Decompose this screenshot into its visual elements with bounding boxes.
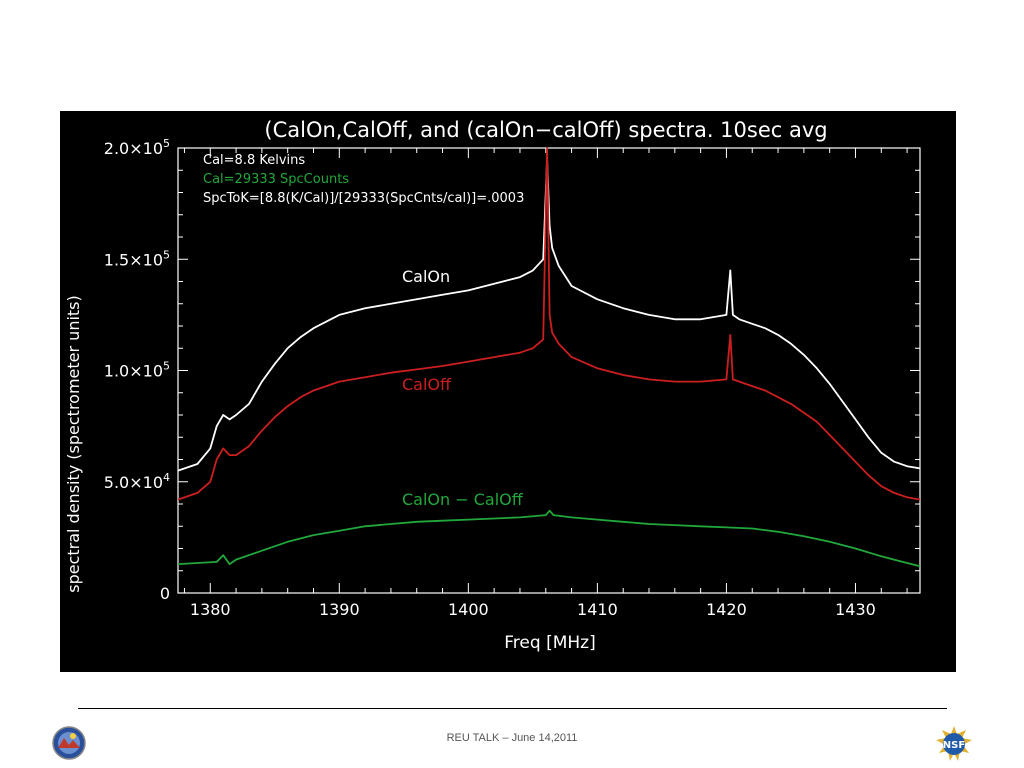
footer-divider <box>78 708 947 709</box>
y-axis-label-group: spectral density (spectrometer units) <box>64 295 83 593</box>
x-tick-label: 1400 <box>448 600 489 619</box>
x-tick-label: 1380 <box>190 600 231 619</box>
chart-panel: (CalOn,CalOff, and (calOn−calOff) spectr… <box>60 111 956 672</box>
y-axis-label: spectral density (spectrometer units) <box>64 295 83 593</box>
y-tick-label: 1.5×105 <box>104 248 170 269</box>
y-tick-label: 0 <box>160 584 170 603</box>
chart-title: (CalOn,CalOff, and (calOn−calOff) spectr… <box>264 118 827 142</box>
nsf-logo-text: NSF <box>943 740 965 751</box>
series-label-calon: CalOn <box>402 267 450 286</box>
series-layer <box>177 147 921 568</box>
footer-text: REU TALK – June 14,2011 <box>446 732 578 744</box>
x-tick-label: 1410 <box>577 600 618 619</box>
x-axis-label: Freq [MHz] <box>504 633 595 653</box>
series-line-diff <box>177 509 921 568</box>
y-tick-label: 2.0×105 <box>104 137 170 158</box>
annotation-spctok: SpcToK=[8.8(K/Cal)]/[29333(SpcCnts/cal)]… <box>203 191 524 206</box>
series-line-calon <box>177 158 921 472</box>
y-tick-label: 1.0×105 <box>104 360 170 381</box>
y-tick-label: 5.0×104 <box>104 471 170 492</box>
nsf-logo-icon: NSF <box>936 726 972 767</box>
annotation-cal-kelvins: Cal=8.8 Kelvins <box>203 153 305 168</box>
observatory-logo-icon <box>52 726 86 765</box>
series-label-diff: CalOn − CalOff <box>402 490 524 509</box>
ticks-layer: 1380 1390 1400 1410 1420 1430 0 5.0×104 1.0×105 1… <box>104 137 920 619</box>
x-tick-label: 1430 <box>835 600 876 619</box>
series-line-caloff <box>177 147 921 501</box>
series-label-caloff: CalOff <box>402 375 452 394</box>
x-tick-label: 1390 <box>319 600 360 619</box>
chart-svg: (CalOn,CalOff, and (calOn−calOff) spectr… <box>64 118 921 653</box>
annotation-cal-counts: Cal=29333 SpcCounts <box>203 172 349 187</box>
x-tick-label: 1420 <box>706 600 747 619</box>
